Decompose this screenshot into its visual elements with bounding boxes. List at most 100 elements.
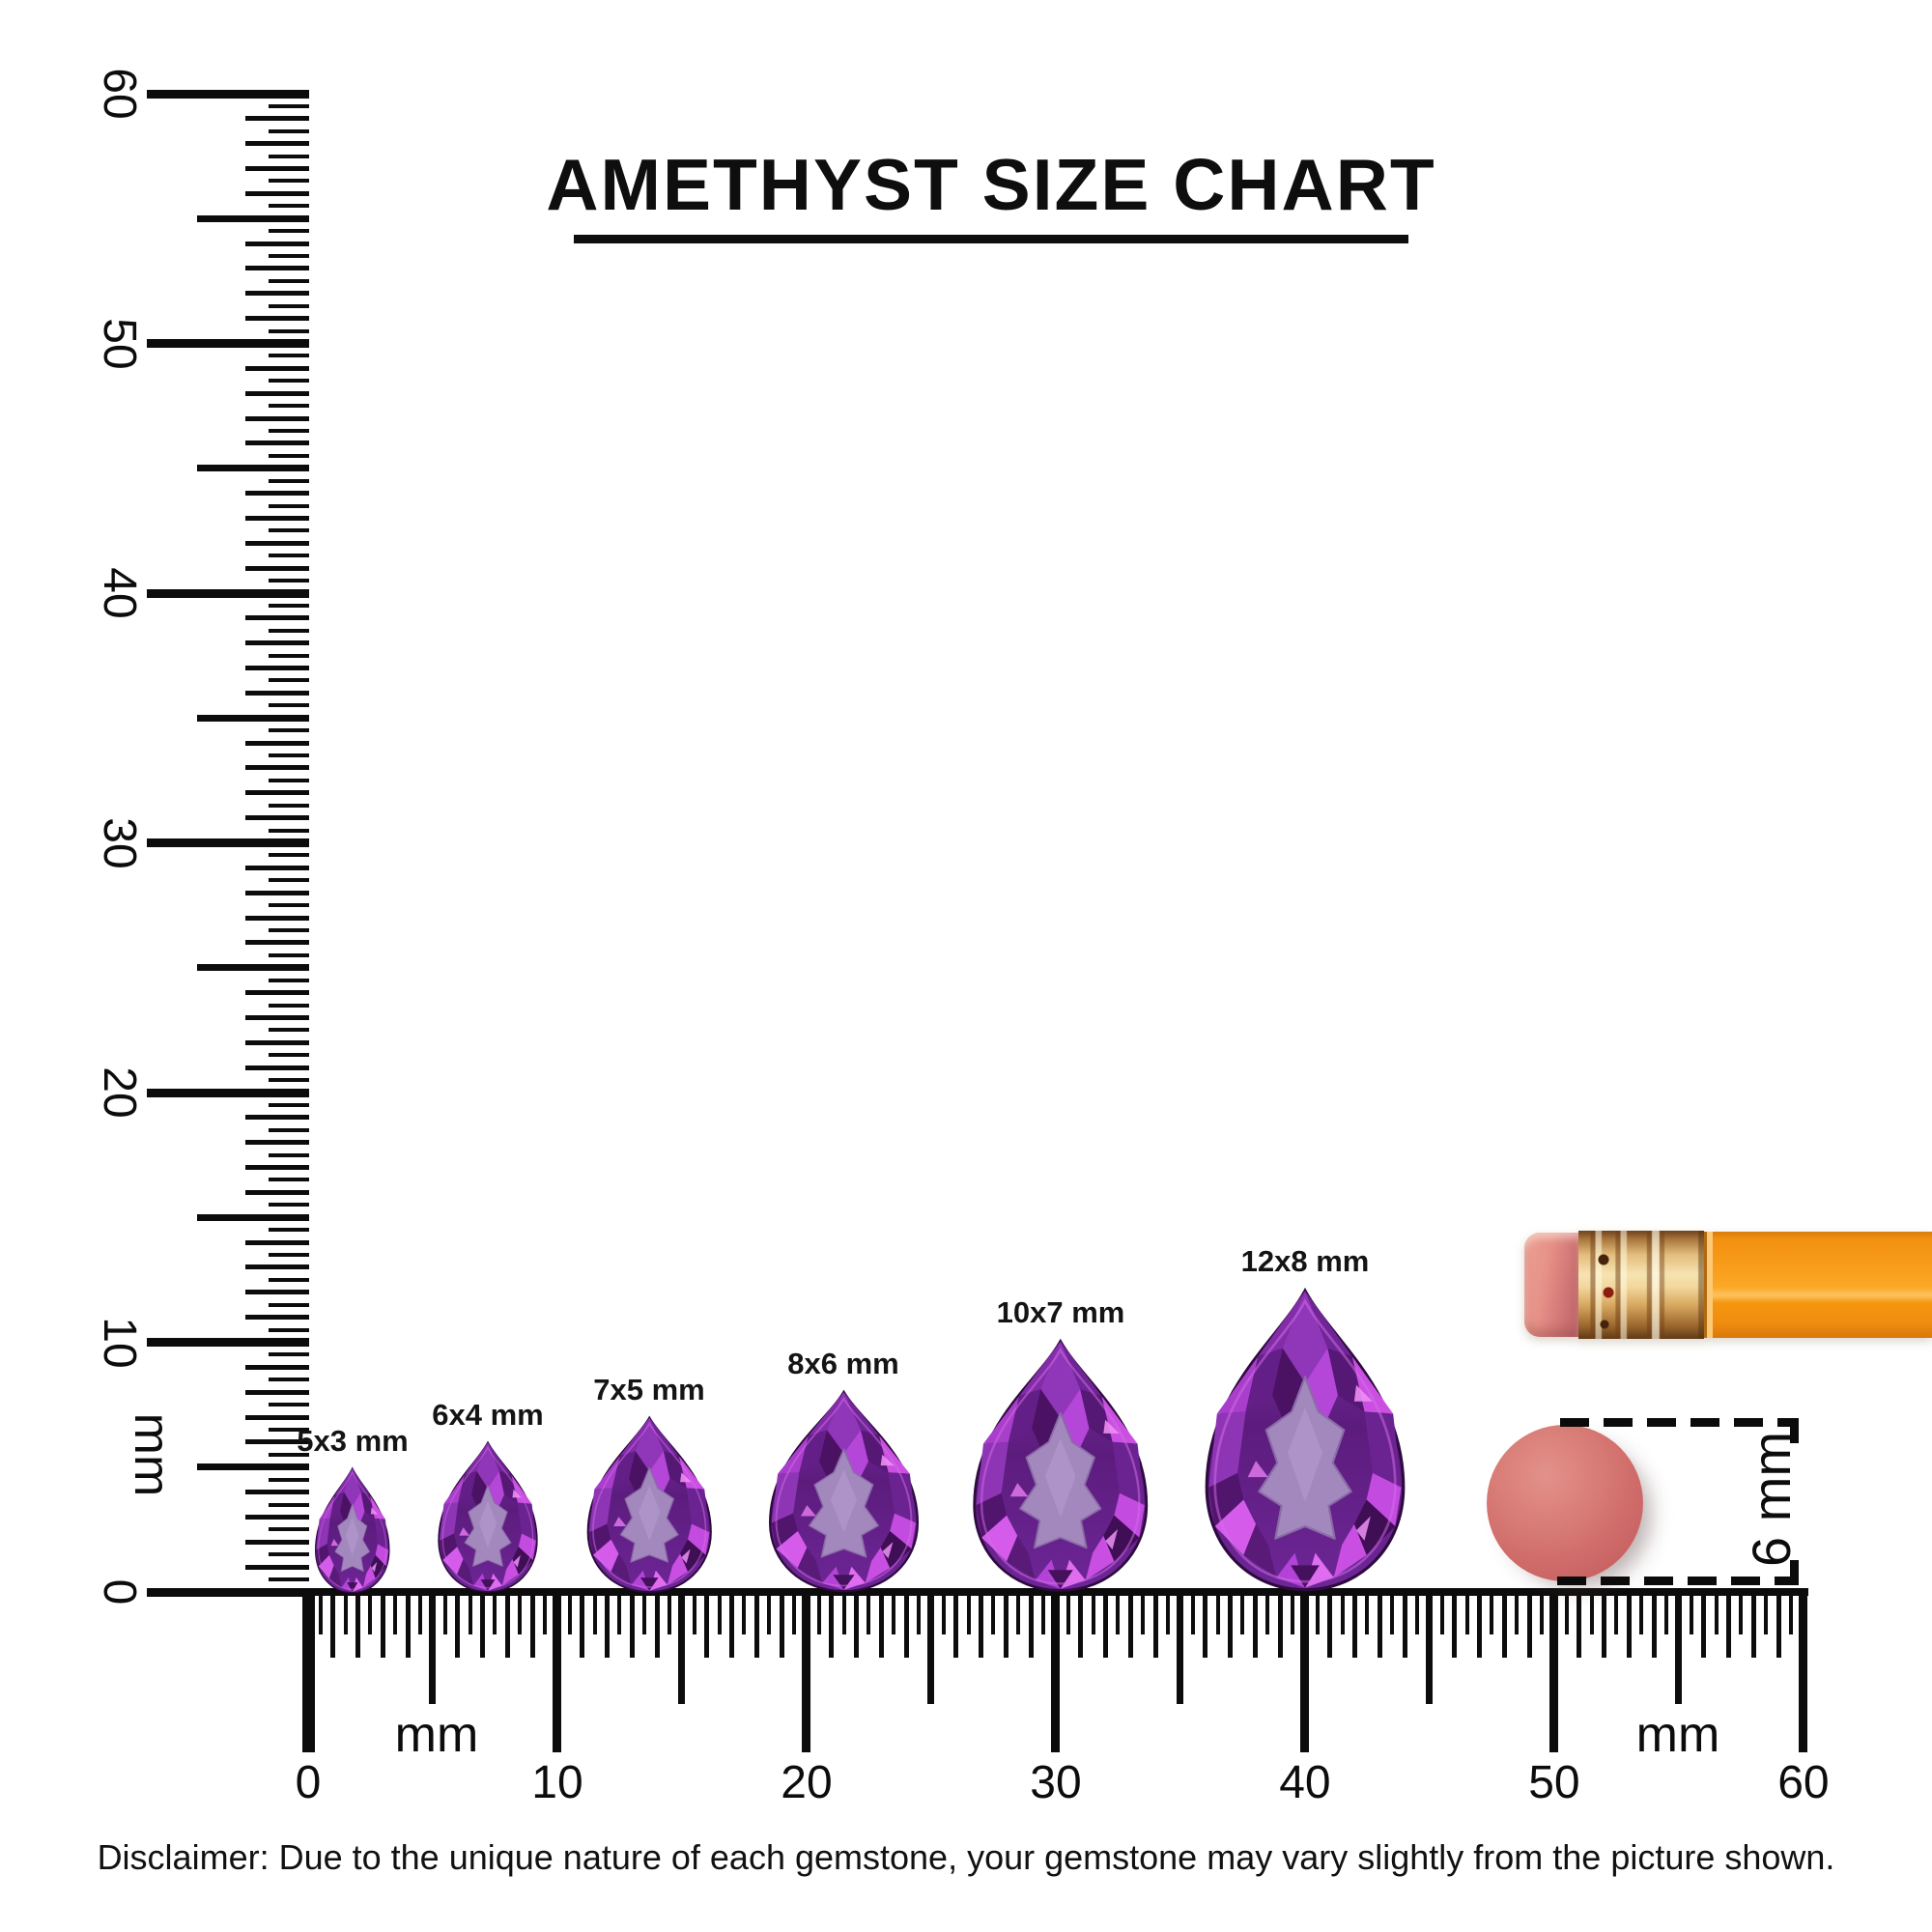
horizontal-ruler-tick	[1377, 1590, 1382, 1658]
horizontal-ruler-tick	[1750, 1590, 1756, 1658]
left-ruler-tick	[245, 1239, 309, 1245]
title-underline	[574, 235, 1408, 243]
horizontal-ruler-tick	[529, 1590, 535, 1658]
horizontal-ruler-tick	[1526, 1590, 1532, 1658]
vertical-ruler-unit-label: mm	[124, 1412, 180, 1497]
horizontal-ruler-tick	[553, 1590, 562, 1752]
horizontal-ruler-tick	[829, 1590, 835, 1658]
horizontal-ruler-tick	[1327, 1590, 1333, 1658]
horizontal-ruler-tick	[1078, 1590, 1084, 1658]
horizontal-ruler-tick	[792, 1590, 797, 1634]
left-ruler-tick	[245, 515, 309, 521]
horizontal-ruler-tick	[654, 1590, 660, 1658]
horizontal-ruler-tick	[543, 1590, 548, 1634]
horizontal-ruler-tick	[816, 1590, 821, 1634]
horizontal-ruler-tick	[1065, 1590, 1070, 1634]
left-ruler-tick	[245, 1014, 309, 1020]
horizontal-ruler-tick	[1490, 1590, 1494, 1634]
left-ruler-tick	[245, 166, 309, 172]
horizontal-ruler-tick	[1277, 1590, 1283, 1658]
left-ruler-tick	[269, 204, 309, 209]
horizontal-ruler-tick	[1415, 1590, 1420, 1634]
horizontal-ruler-tick	[917, 1590, 922, 1634]
left-ruler-tick	[269, 1003, 309, 1008]
pencil-body	[1704, 1232, 1932, 1338]
horizontal-ruler-tick	[1315, 1590, 1320, 1634]
left-ruler-tick	[269, 1452, 309, 1457]
disclaimer-text: Disclaimer: Due to the unique nature of …	[97, 1837, 1835, 1877]
left-ruler-tick	[245, 1065, 309, 1070]
left-ruler-tick	[269, 428, 309, 433]
horizontal-ruler-tick	[1190, 1590, 1195, 1634]
horizontal-ruler-tick	[802, 1590, 811, 1752]
left-ruler-tick	[147, 89, 309, 99]
left-ruler-tick	[269, 1502, 309, 1507]
left-ruler-tick	[269, 628, 309, 633]
left-ruler-tick	[245, 291, 309, 297]
left-ruler-tick	[245, 1165, 309, 1171]
left-ruler-tick	[245, 1414, 309, 1420]
left-ruler-tick	[245, 1140, 309, 1146]
horizontal-ruler-tick	[1127, 1590, 1133, 1658]
horizontal-ruler-tick	[1477, 1590, 1483, 1658]
horizontal-ruler-tick	[1051, 1590, 1061, 1752]
horizontal-ruler-tick	[1240, 1590, 1245, 1634]
horizontal-ruler-tick	[668, 1590, 672, 1634]
horizontal-ruler-unit-label-right: mm	[1635, 1707, 1720, 1763]
horizontal-ruler-tick	[1141, 1590, 1146, 1634]
left-ruler-tick	[245, 815, 309, 821]
pear-gem-graphic	[586, 1415, 712, 1593]
left-ruler-tick	[245, 765, 309, 771]
left-ruler-tick	[269, 453, 309, 458]
horizontal-ruler-tick	[1764, 1590, 1769, 1634]
left-ruler-tick	[245, 666, 309, 671]
horizontal-ruler-tick	[678, 1590, 686, 1704]
left-ruler-tick	[147, 838, 309, 847]
left-ruler-tick	[245, 491, 309, 497]
horizontal-ruler-tick	[393, 1590, 398, 1634]
horizontal-ruler-tick	[1352, 1590, 1358, 1658]
gem-size-label: 5x3 mm	[297, 1423, 409, 1458]
horizontal-ruler-tick	[1776, 1590, 1781, 1658]
left-ruler-tick	[245, 1315, 309, 1321]
horizontal-ruler-tick	[1340, 1590, 1345, 1634]
horizontal-ruler-tick	[468, 1590, 472, 1634]
horizontal-ruler-tick	[1549, 1590, 1559, 1752]
amethyst-gem	[971, 1338, 1151, 1594]
left-ruler-tick	[269, 1552, 309, 1557]
horizontal-ruler-tick	[429, 1590, 437, 1704]
left-ruler-tick	[269, 1078, 309, 1083]
left-ruler-tick	[269, 1178, 309, 1182]
horizontal-ruler-tick	[717, 1590, 722, 1634]
left-ruler-tick	[245, 1539, 309, 1545]
left-ruler-tick	[147, 1338, 309, 1347]
horizontal-ruler-tick	[1215, 1590, 1220, 1634]
horizontal-ruler-tick	[1390, 1590, 1395, 1634]
horizontal-ruler-tick	[1003, 1590, 1009, 1658]
left-ruler-tick	[245, 1514, 309, 1520]
left-ruler-tick	[269, 354, 309, 358]
horizontal-ruler-tick	[704, 1590, 710, 1658]
left-ruler-tick	[269, 103, 309, 108]
left-ruler-tick	[245, 1264, 309, 1270]
horizontal-ruler-tick	[580, 1590, 585, 1658]
horizontal-ruler-tick	[355, 1590, 361, 1658]
left-ruler-tick	[245, 1189, 309, 1195]
amethyst-gem	[314, 1466, 391, 1595]
left-ruler-tick	[269, 728, 309, 733]
horizontal-ruler-tick	[878, 1590, 884, 1658]
horizontal-ruler-tick	[1701, 1590, 1707, 1658]
left-ruler-tick	[245, 940, 309, 946]
left-ruler-tick	[269, 978, 309, 982]
horizontal-ruler-tick	[903, 1590, 909, 1658]
left-ruler-number: 10	[94, 1316, 145, 1369]
left-ruler-tick	[269, 503, 309, 508]
left-ruler-tick	[269, 878, 309, 883]
horizontal-ruler-tick	[1152, 1590, 1158, 1658]
left-ruler-tick	[147, 588, 309, 598]
left-ruler-tick	[269, 128, 309, 133]
horizontal-ruler-tick	[1203, 1590, 1208, 1658]
measure-dash-bottom	[1557, 1577, 1799, 1585]
left-ruler-tick	[269, 154, 309, 158]
